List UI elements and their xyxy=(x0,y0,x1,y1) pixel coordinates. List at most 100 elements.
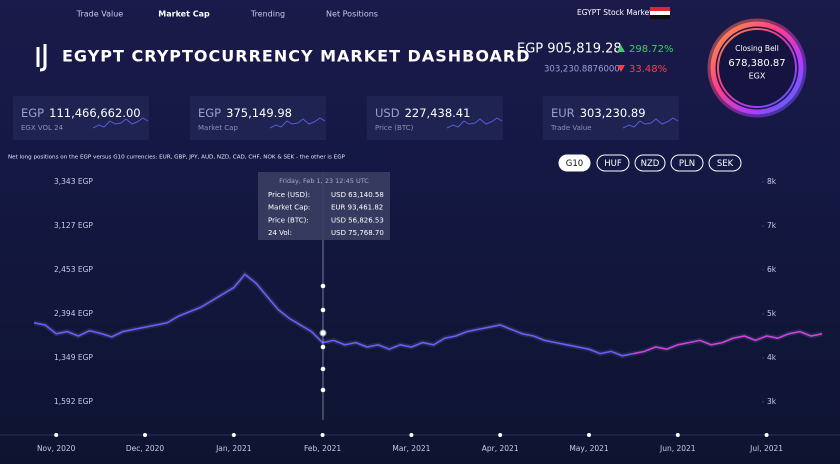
tooltip-value: EUR 93,461.82 xyxy=(331,204,383,212)
y-tick-label: 7k xyxy=(767,221,777,230)
filter-button-label[interactable]: G10 xyxy=(566,159,583,169)
market-label: EGYPT Stock Market xyxy=(577,8,652,17)
filter-button[interactable] xyxy=(670,154,704,172)
x-tick xyxy=(675,433,680,437)
closing-bell: Closing Bell 678,380.87 EGX xyxy=(707,18,807,118)
x-tick xyxy=(320,433,325,437)
card-label: Trade Value xyxy=(550,124,592,132)
card-amount: 227,438.41 xyxy=(405,106,471,120)
filter-button-label[interactable]: NZD xyxy=(641,159,660,169)
x-tick xyxy=(409,433,414,437)
x-tick-label: Jan, 2021 xyxy=(215,444,252,453)
nav-item[interactable]: Market Cap xyxy=(158,10,210,19)
filter-button-label[interactable]: HUF xyxy=(604,159,622,169)
left-axis-label: 2,394 EGP xyxy=(54,309,93,318)
left-axis-label: 3,127 EGP xyxy=(54,221,93,230)
x-tick xyxy=(231,433,236,437)
change-down: 33.48% xyxy=(629,64,667,75)
chart: 8k 3,343 EGP 7k 3,127 EGP 6k 2,453 EGP 5k 2,394… xyxy=(0,177,840,453)
tooltip-value: USD 56,826.53 xyxy=(331,216,384,224)
card-currency: EGP xyxy=(21,106,44,120)
left-axis-label: 1,349 EGP xyxy=(54,353,93,362)
x-tick-label: Dec, 2020 xyxy=(126,444,165,453)
sparkline xyxy=(269,117,326,129)
tooltip-label: Price (USD): xyxy=(268,191,310,199)
x-tick xyxy=(143,433,147,437)
sparkline xyxy=(446,117,503,129)
logo xyxy=(36,44,47,72)
tooltip-value: USD 63,140.58 xyxy=(331,191,384,199)
tooltip-label: Price (BTC): xyxy=(268,216,309,224)
card-label: Price (BTC) xyxy=(375,124,414,132)
y-tick-label: 5k xyxy=(767,309,777,318)
flag xyxy=(650,7,670,19)
series-line xyxy=(33,273,634,357)
card-amount: 375,149.98 xyxy=(226,106,292,120)
card-currency: EUR xyxy=(551,106,575,120)
bell-exchange: EGX xyxy=(749,72,766,81)
down-arrow xyxy=(617,65,625,72)
tooltip-rows: Price (USD): USD 63,140.58 Market Cap: EUR … xyxy=(268,191,384,237)
change-up: 298.72% xyxy=(629,44,674,55)
card xyxy=(543,96,679,140)
card-label: EGX VOL 24 xyxy=(21,124,64,132)
filter-button[interactable] xyxy=(558,154,591,172)
title: EGYPT CRYPTOCURRENCY MARKET DASHBOARD xyxy=(62,47,530,66)
card-amount: 303,230.89 xyxy=(580,106,646,120)
x-tick-label: May, 2021 xyxy=(569,444,609,453)
x-tick xyxy=(498,433,503,437)
card xyxy=(190,96,326,140)
tooltip-label: 24 Vol: xyxy=(268,229,292,237)
price: EGP 905,819.28 xyxy=(517,42,622,57)
sub-price: 303,230.8876000 xyxy=(544,65,620,75)
y-tick-label: 6k xyxy=(767,265,777,274)
card-value: EGP 375,149.98 xyxy=(198,106,292,120)
x-tick-label: Jul, 2021 xyxy=(749,444,783,453)
bell-value: 678,380.87 xyxy=(728,58,785,69)
tooltip-label: Market Cap: xyxy=(268,204,310,212)
card-amount: 111,466,662.00 xyxy=(49,106,140,120)
left-axis-label: 1,592 EGP xyxy=(54,397,93,406)
left-axis-label: 2,453 EGP xyxy=(54,265,93,274)
nav-item[interactable]: Trending xyxy=(250,10,285,19)
x-tick xyxy=(764,433,769,437)
nav-item[interactable]: Trade Value xyxy=(76,10,123,19)
filter-button[interactable] xyxy=(596,154,630,172)
card xyxy=(367,96,503,140)
series-line xyxy=(633,330,823,355)
sparkline xyxy=(92,117,149,129)
filter-button[interactable] xyxy=(634,154,666,172)
tooltip: Friday, Feb 1, 23 12:45 UTC Price (USD):… xyxy=(258,172,390,420)
card-value: EGP 111,466,662.00 xyxy=(21,106,141,120)
card xyxy=(13,96,149,140)
card-currency: EGP xyxy=(198,106,221,120)
card-value: EUR 303,230.89 xyxy=(551,106,646,120)
filter-button-label[interactable]: SEK xyxy=(717,159,734,169)
card-value: USD 227,438.41 xyxy=(375,106,470,120)
left-axis-label: 3,343 EGP xyxy=(54,177,93,186)
y-tick-label: 4k xyxy=(767,353,777,362)
filter-button[interactable] xyxy=(708,154,742,172)
buttons: G10 HUF NZD PLN SEK xyxy=(558,154,742,172)
x-tick-label: Jun, 2021 xyxy=(659,444,696,453)
up-arrow xyxy=(617,45,625,52)
nav: Trade Value Market Cap Trending Net Posi… xyxy=(76,10,378,19)
x-tick-label: Nov, 2020 xyxy=(37,444,76,453)
sparkline xyxy=(622,117,679,129)
x-tick-label: Apr, 2021 xyxy=(482,444,519,453)
nav-item[interactable]: Net Positions xyxy=(326,10,378,19)
y-tick-label: 3k xyxy=(767,397,777,406)
filter-button-label[interactable]: PLN xyxy=(679,159,695,169)
x-tick xyxy=(587,433,591,437)
y-tick-label: 8k xyxy=(767,177,777,186)
tooltip-value: USD 75,768.70 xyxy=(331,229,384,237)
tooltip-title: Friday, Feb 1, 23 12:45 UTC xyxy=(279,177,369,185)
x-tick-label: Mar, 2021 xyxy=(392,444,430,453)
x-tick-label: Feb, 2021 xyxy=(304,444,341,453)
cards: EGP 111,466,662.00 EGX VOL 24 EGP 375,149.98… xyxy=(13,96,679,140)
x-tick xyxy=(54,433,59,437)
bell-label: Closing Bell xyxy=(735,44,779,53)
card-currency: USD xyxy=(375,106,400,120)
